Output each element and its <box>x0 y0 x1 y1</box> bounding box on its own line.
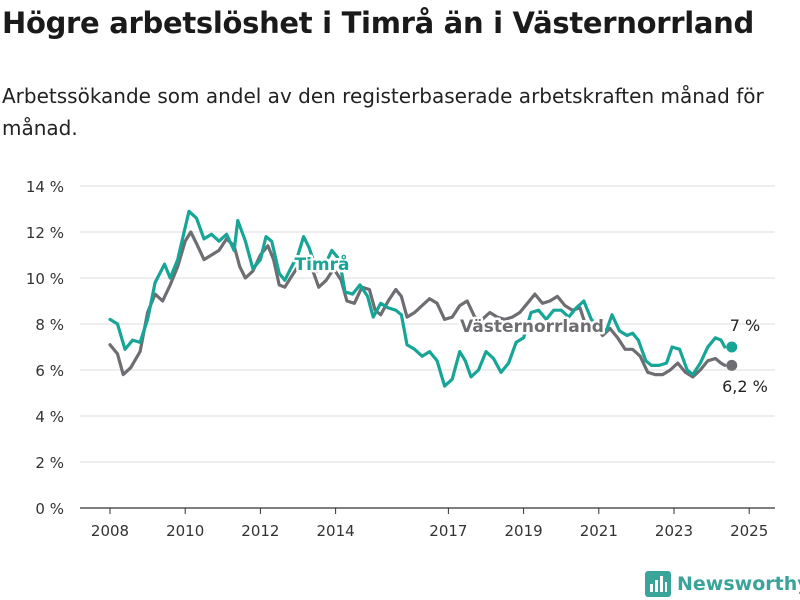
endpoint-vasternorrland <box>726 359 738 371</box>
y-tick-label: 2 % <box>35 454 64 472</box>
series-labels: Timrå Västernorrland 7 % 6,2 % <box>292 251 768 397</box>
end-label-timra: 7 % <box>730 316 760 335</box>
series-lines <box>108 209 738 388</box>
y-tick-label: 12 % <box>26 224 64 242</box>
x-tick-label: 2023 <box>655 522 693 540</box>
x-tick-label: 2010 <box>166 522 204 540</box>
y-tick-label: 4 % <box>35 408 64 426</box>
x-tick-label: 2025 <box>730 522 768 540</box>
chart-title: Högre arbetslöshet i Timrå än i Västerno… <box>2 6 754 40</box>
gridlines <box>80 185 775 509</box>
y-tick-label: 14 % <box>26 178 64 196</box>
y-tick-label: 10 % <box>26 270 64 288</box>
series-line-vasternorrland <box>108 230 727 379</box>
x-tick-label: 2019 <box>505 522 543 540</box>
x-tick-label: 2014 <box>317 522 355 540</box>
x-tick-label: 2017 <box>429 522 467 540</box>
brand-name: Newsworthy <box>677 573 800 595</box>
series-label-timra: Timrå <box>295 253 350 275</box>
y-tick-label: 0 % <box>35 500 64 518</box>
series-line-timra <box>108 209 727 388</box>
series-label-vasternorrland: Västernorrland <box>460 317 604 337</box>
x-tick-label: 2012 <box>241 522 279 540</box>
x-axis-ticks: 2008 2010 2012 2014 2017 2019 2021 2023 2025 <box>91 508 768 540</box>
newsworthy-logo: Newsworthy <box>645 570 800 598</box>
x-tick-label: 2021 <box>580 522 618 540</box>
x-tick-label: 2008 <box>91 522 129 540</box>
y-axis-ticks: 0 % 2 % 4 % 6 % 8 % 10 % 12 % 14 % <box>26 178 64 518</box>
bar-chart-icon <box>645 571 671 597</box>
y-tick-label: 6 % <box>35 362 64 380</box>
end-label-vasternorrland: 6,2 % <box>722 377 768 396</box>
y-tick-label: 8 % <box>35 316 64 334</box>
endpoint-timra <box>726 341 738 353</box>
chart-subtitle: Arbetssökande som andel av den registerb… <box>2 84 764 140</box>
